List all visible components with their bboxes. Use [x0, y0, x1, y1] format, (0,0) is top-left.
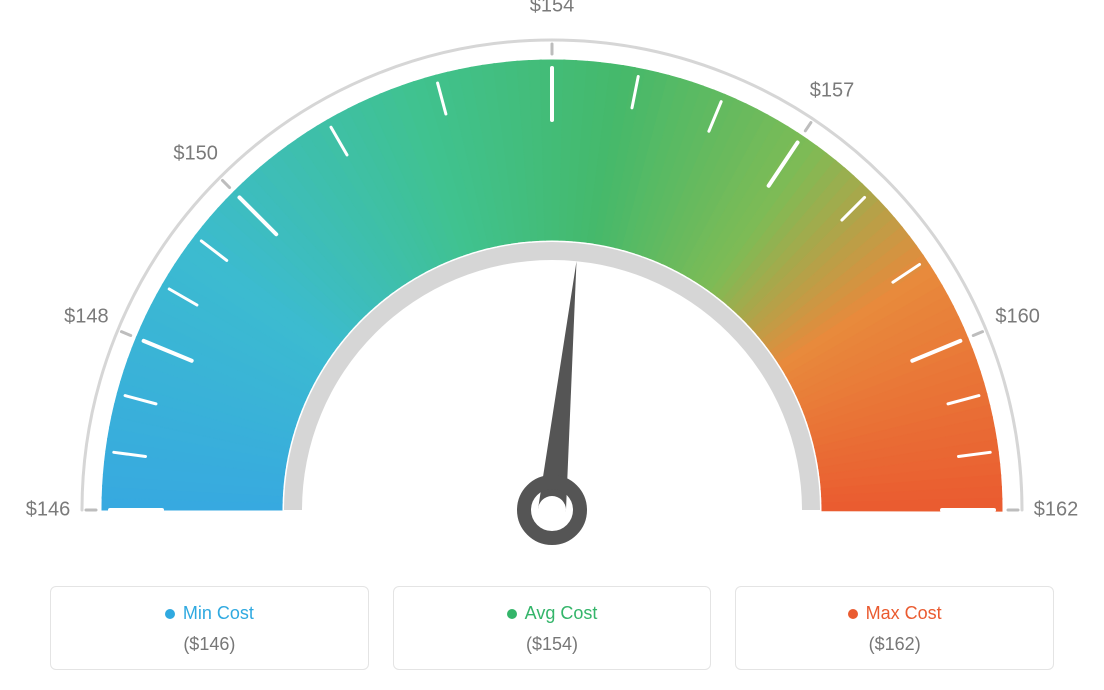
- needle-hub-hole: [538, 496, 566, 524]
- legend-avg-dot: [507, 609, 517, 619]
- legend-min-value: ($146): [61, 634, 358, 655]
- tick-label: $157: [810, 79, 855, 102]
- legend-min-title: Min Cost: [165, 603, 254, 624]
- gauge-svg: [0, 0, 1104, 560]
- tick-label: $146: [26, 499, 71, 522]
- legend-row: Min Cost ($146) Avg Cost ($154) Max Cost…: [50, 586, 1054, 670]
- tick-label: $162: [1034, 499, 1079, 522]
- tick-label: $154: [530, 0, 575, 18]
- legend-min-label: Min Cost: [183, 603, 254, 624]
- gauge-chart: $146 $148 $150 $154 $157 $160 $162: [0, 0, 1104, 560]
- legend-avg-card: Avg Cost ($154): [393, 586, 712, 670]
- tick-label: $160: [995, 306, 1040, 329]
- legend-avg-value: ($154): [404, 634, 701, 655]
- legend-min-card: Min Cost ($146): [50, 586, 369, 670]
- legend-max-card: Max Cost ($162): [735, 586, 1054, 670]
- legend-max-title: Max Cost: [848, 603, 942, 624]
- legend-min-dot: [165, 609, 175, 619]
- legend-max-value: ($162): [746, 634, 1043, 655]
- legend-avg-title: Avg Cost: [507, 603, 598, 624]
- tick-label: $150: [173, 142, 218, 165]
- legend-avg-label: Avg Cost: [525, 603, 598, 624]
- legend-max-label: Max Cost: [866, 603, 942, 624]
- needle: [538, 261, 576, 511]
- tick-label: $148: [64, 306, 109, 329]
- cost-gauge-widget: $146 $148 $150 $154 $157 $160 $162 Min Cost ($…: [0, 0, 1104, 690]
- legend-max-dot: [848, 609, 858, 619]
